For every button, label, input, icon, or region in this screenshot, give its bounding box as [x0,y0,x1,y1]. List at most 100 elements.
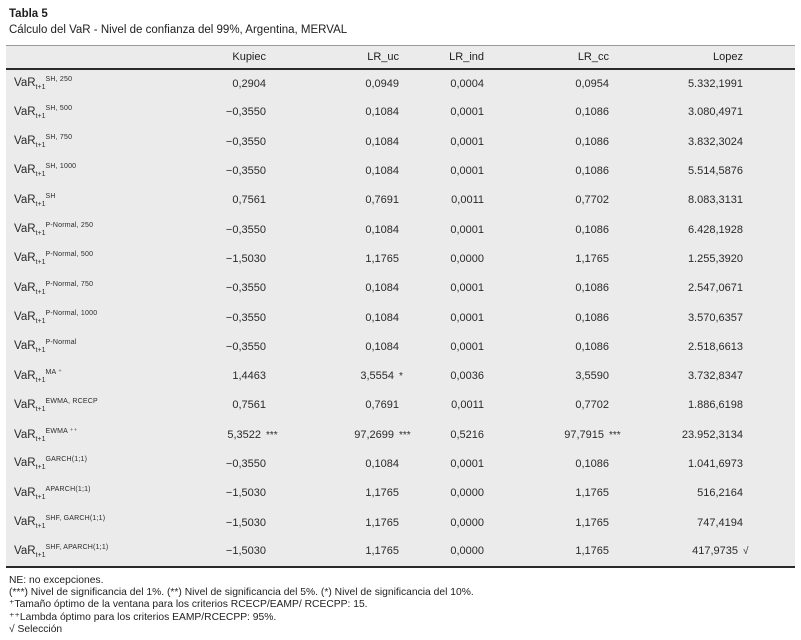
cell-kupiec: −1,5030 [225,545,266,558]
cell-lr_uc: 0,1084 [365,165,399,178]
cell-lr_ind: 0,0001 [450,282,484,295]
cell-lr_cc: 1,1765 [575,487,609,500]
cell-lr_uc: 97,2699 *** [354,428,411,441]
table-row: VaRt+1GARCH(1;1) −0,3550 0,1084 0,0001 0,108… [6,449,795,478]
cell-kupiec: −1,5030 [225,516,266,529]
cell-lopez: 5.514,5876 [687,165,743,178]
cell-lopez: 747,4194 [697,516,743,529]
significance-mark: *** [609,429,621,441]
cell-lopez: 3.080,4971 [687,106,743,119]
cell-lr_cc: 0,1086 [575,311,609,324]
significance-mark: √ [743,546,749,558]
row-label: VaRt+1SH, 1000 [14,163,77,179]
cell-lr_ind: 0,0036 [450,370,484,383]
footnote-selection: √ Selección [9,624,63,636]
row-label: VaRt+1APARCH(1;1) [14,485,91,501]
significance-mark: *** [266,429,278,441]
cell-kupiec: −1,5030 [225,252,266,265]
cell-lopez: 6.428,1928 [687,223,743,236]
table-row: VaRt+1SH 0,7561 0,7691 0,0011 0,7702 8.083,31… [6,186,795,215]
cell-lr_uc: 0,1084 [365,135,399,148]
cell-kupiec: −0,3550 [225,458,266,470]
cell-lr_ind: 0,0001 [450,165,484,178]
cell-lr_ind: 0,0000 [450,487,484,500]
cell-lr_cc: 0,7702 [575,399,609,412]
cell-lr_cc: 0,1086 [575,282,609,295]
row-label: VaRt+1GARCH(1;1) [14,456,88,472]
footnotes: NE: no excepciones. (***) Nivel de signi… [0,568,801,637]
cell-kupiec: −0,3550 [225,311,266,324]
footnote-lambda: ⁺⁺Lambda óptimo para los criterios EAMP/… [9,611,277,623]
cell-lopez: 417,9735 √ [692,545,749,558]
row-label: VaRt+1SHF, GARCH(1;1) [14,515,106,531]
cell-lr_ind: 0,0001 [450,106,484,119]
cell-lr_ind: 0,0001 [450,311,484,324]
table-row: VaRt+1P-Normal, 500 −1,5030 1,1765 0,0000 1,… [6,244,795,273]
cell-kupiec: −0,3550 [225,340,266,353]
row-label: VaRt+1P-Normal, 750 [14,280,94,296]
table-number: Tabla 5 [9,8,48,20]
cell-lr_ind: 0,0011 [451,399,484,412]
table-header: Kupiec LR_uc LR_ind LR_cc Lopez [6,46,795,69]
cell-lr_cc: 0,1086 [575,135,609,148]
row-label: VaRt+1SH, 500 [14,104,73,120]
cell-lr_uc: 0,1084 [365,311,399,324]
row-label: VaRt+1SH, 250 [14,76,73,92]
cell-lr_ind: 0,0001 [450,223,484,236]
header-kupiec: Kupiec [232,50,266,63]
row-label: VaRt+1P-Normal, 500 [14,251,94,267]
significance-mark: * [399,371,403,383]
cell-lopez: 2.547,0671 [687,282,743,295]
cell-lr_uc: 1,1765 [365,545,399,558]
cell-lopez: 23.952,3134 [681,428,743,441]
cell-lopez: 8.083,3131 [687,194,743,207]
header-lopez: Lopez [713,50,743,63]
cell-kupiec: −0,3550 [225,282,266,295]
cell-kupiec: −0,3550 [225,106,266,119]
row-label: VaRt+1EWMA, RCECP [14,397,98,413]
cell-lr_cc: 0,1086 [575,340,609,353]
table-row: VaRt+1P-Normal, 750 −0,3550 0,1084 0,0001 0,… [6,274,795,303]
header-lr-cc: LR_cc [577,50,609,63]
cell-lr_uc: 0,1084 [365,340,399,353]
cell-lr_cc: 0,1086 [575,458,609,470]
cell-lr_uc: 0,0949 [365,77,399,90]
table-row: VaRt+1SH, 500 −0,3550 0,1084 0,0001 0,1086 3.… [6,98,795,127]
cell-lr_ind: 0,0004 [450,77,484,90]
var-table-container: Kupiec LR_uc LR_ind LR_cc Lopez VaRt+1SH… [6,45,795,568]
cell-lr_uc: 0,7691 [365,399,399,412]
cell-lr_ind: 0,0000 [450,545,484,558]
cell-lr_uc: 0,1084 [365,458,399,470]
cell-lr_cc: 0,7702 [575,194,609,207]
table-row: VaRt+1P-Normal −0,3550 0,1084 0,0001 0,1086 2… [6,332,795,361]
row-label: VaRt+1MA ⁺ [14,369,63,385]
cell-lr_uc: 0,1084 [365,223,399,236]
table-row: VaRt+1MA ⁺ 1,4463 3,5554 * 0,0036 3,5590 3.732… [6,361,795,390]
table-row: VaRt+1P-Normal, 1000 −0,3550 0,1084 0,0001 0… [6,303,795,332]
cell-lr_uc: 0,7691 [365,194,399,207]
cell-kupiec: 0,7561 [232,399,266,412]
cell-lopez: 1.041,6973 [687,458,743,470]
table-row: VaRt+1EWMA ⁺⁺ 5,3522 *** 97,2699 *** 0,5216 97… [6,420,795,449]
var-table: Kupiec LR_uc LR_ind LR_cc Lopez VaRt+1SH… [6,45,795,568]
row-label: VaRt+1P-Normal, 1000 [14,309,98,326]
cell-kupiec: −1,5030 [225,487,266,500]
table-row: VaRt+1SH, 1000 −0,3550 0,1084 0,0001 0,1086 5… [6,156,795,185]
header-lr-ind: LR_ind [449,50,484,63]
cell-kupiec: 1,4463 [232,370,266,383]
table-row: VaRt+1EWMA, RCECP 0,7561 0,7691 0,0011 0,770… [6,391,795,420]
cell-kupiec: 5,3522 *** [227,428,278,441]
cell-lr_cc: 1,1765 [575,252,609,265]
cell-lopez: 1.886,6198 [687,399,743,412]
footnote-significance: (***) Nivel de significancia del 1%. (**… [9,586,474,598]
row-label: VaRt+1P-Normal, 250 [14,222,94,238]
cell-kupiec: 0,7561 [232,194,266,207]
table-caption: Tabla 5 Cálculo del VaR - Nivel de confi… [0,0,801,37]
cell-kupiec: −0,3550 [225,135,266,148]
cell-lr_ind: 0,0011 [451,194,484,207]
cell-kupiec: −0,3550 [225,165,266,178]
cell-lr_uc: 3,5554 * [360,370,403,383]
cell-lr_uc: 1,1765 [365,487,399,500]
cell-lr_cc: 3,5590 [575,370,609,383]
table-row: VaRt+1SH, 250 0,2904 0,0949 0,0004 0,0954 5.3… [6,69,795,98]
